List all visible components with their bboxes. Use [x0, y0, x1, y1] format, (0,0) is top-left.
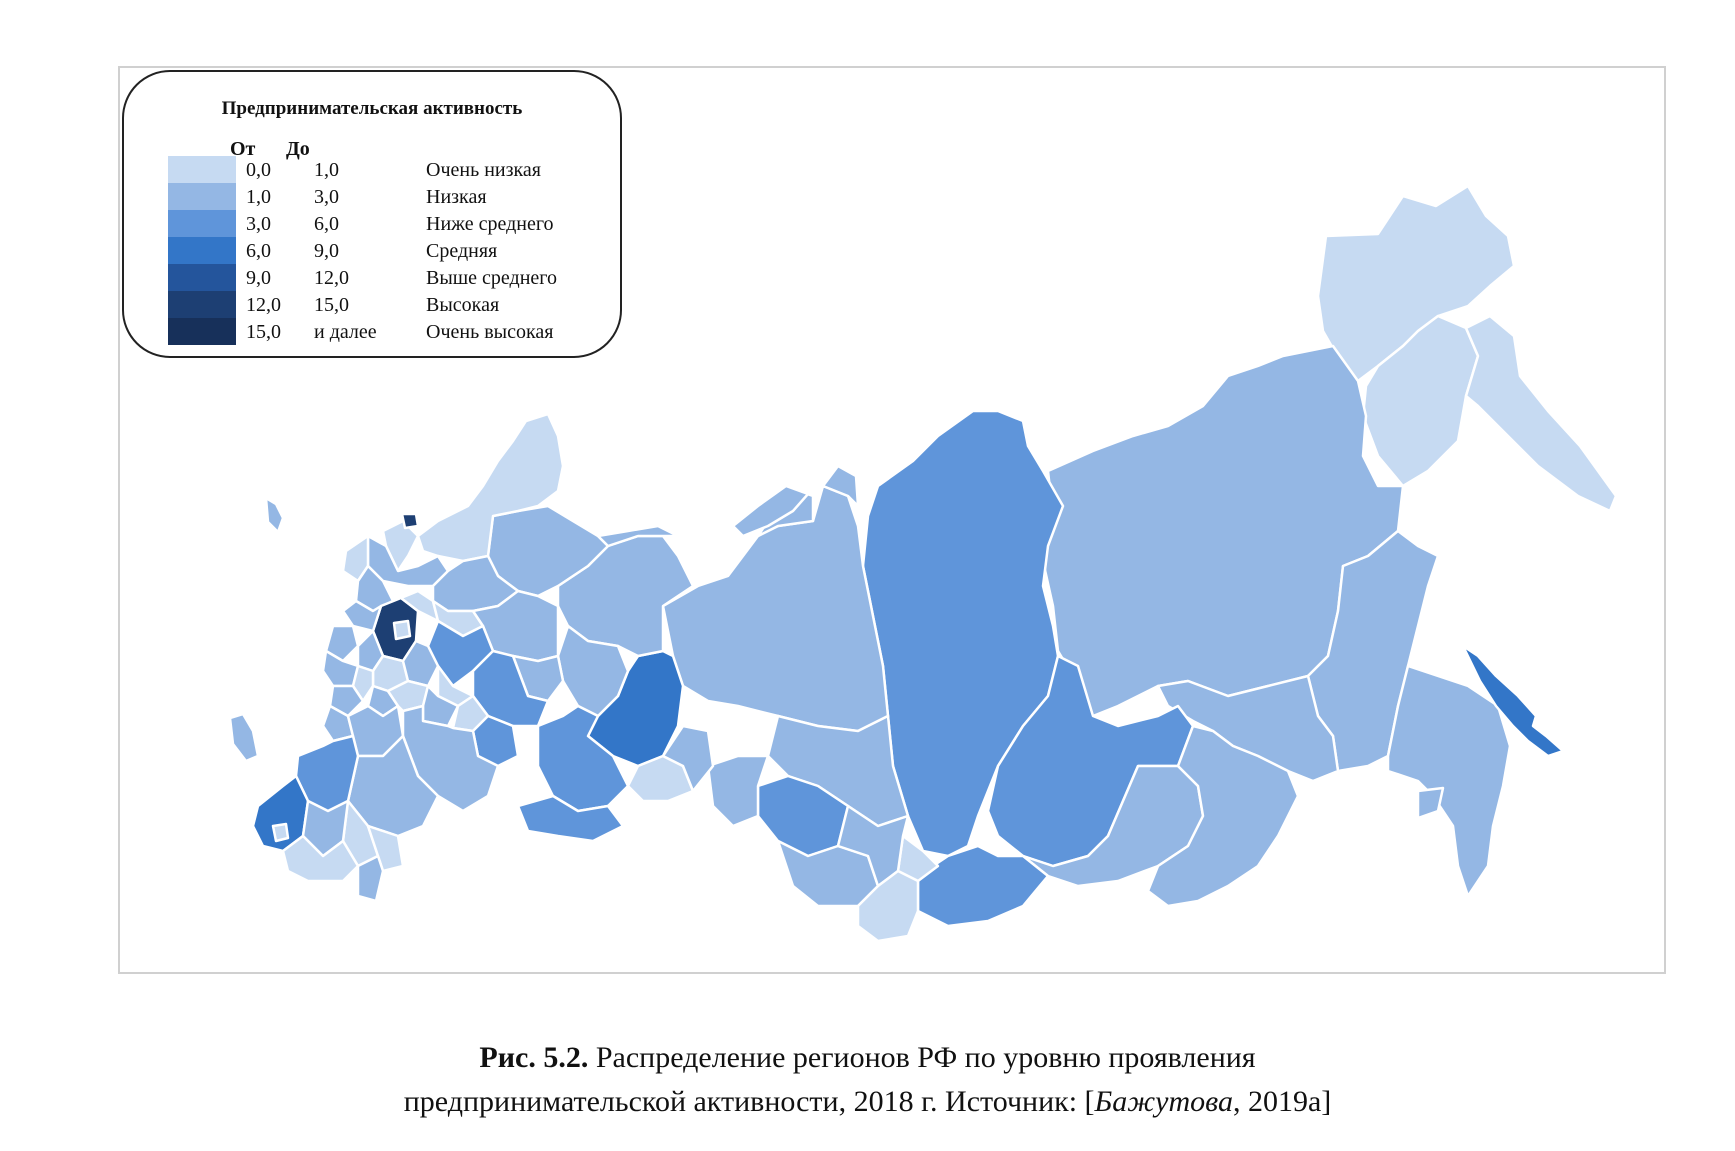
- figure-caption: Рис. 5.2. Распределение регионов РФ по у…: [0, 1036, 1735, 1124]
- legend-row: 3,0 6,0 Ниже среднего: [124, 210, 624, 237]
- region-moscow: [392, 619, 412, 641]
- legend-to: 1,0: [314, 159, 339, 181]
- legend-swatch: [168, 264, 236, 291]
- legend-label: Высокая: [426, 294, 500, 316]
- region-novaya-zemlya: [731, 484, 810, 538]
- region-jewish-ao: [1416, 786, 1445, 820]
- caption-year: , 2019а]: [1232, 1085, 1332, 1118]
- legend-to: 12,0: [314, 267, 349, 289]
- map-legend: Предпринимательская активность От До 0,0…: [122, 70, 622, 358]
- legend-from: 1,0: [246, 186, 271, 208]
- legend-swatch: [168, 210, 236, 237]
- legend-label: Низкая: [426, 186, 487, 208]
- region-bashkortostan: [536, 704, 630, 813]
- legend-label: Очень низкая: [426, 159, 541, 181]
- legend-header-to: До: [286, 138, 310, 160]
- legend-from: 0,0: [246, 159, 271, 181]
- legend-from: 9,0: [246, 267, 271, 289]
- region-kamchatka: [1464, 314, 1618, 513]
- caption-figure-label: Рис. 5.2.: [479, 1041, 589, 1074]
- region-omsk: [706, 754, 770, 828]
- region-astrakhan: [366, 824, 405, 873]
- legend-to: 3,0: [314, 186, 339, 208]
- legend-from: 12,0: [246, 294, 281, 316]
- region-smolensk: [324, 624, 360, 663]
- legend-swatch: [168, 237, 236, 264]
- legend-title: Предпринимательская активность: [221, 98, 523, 119]
- legend-to: 9,0: [314, 240, 339, 262]
- legend-swatch: [168, 291, 236, 318]
- region-crimea: [228, 712, 260, 763]
- legend-label: Средняя: [426, 240, 498, 262]
- legend-label: Ниже среднего: [426, 213, 554, 235]
- region-kursk: [328, 684, 365, 718]
- caption-author: Бажутова: [1094, 1085, 1233, 1118]
- region-tuva: [916, 844, 1050, 928]
- region-primorsky: [1386, 664, 1512, 898]
- caption-text: предпринимательской активности, 2018 г. …: [403, 1085, 1095, 1118]
- russia-choropleth-map: [228, 184, 1618, 943]
- legend-row: 9,0 12,0 Выше среднего: [124, 264, 624, 291]
- region-adygea: [271, 822, 290, 843]
- region-kaliningrad: [264, 496, 285, 534]
- legend-swatch: [168, 318, 236, 345]
- legend-row: 15,0 и далее Очень высокая: [124, 318, 624, 345]
- region-altai: [856, 869, 920, 943]
- legend-label: Выше среднего: [426, 267, 558, 289]
- legend-from: 15,0: [246, 321, 281, 343]
- caption-line-2: предпринимательской активности, 2018 г. …: [0, 1080, 1735, 1124]
- legend-to: 15,0: [314, 294, 349, 316]
- region-nenets: [596, 524, 680, 548]
- legend-header-from: От: [230, 138, 256, 160]
- region-saint-petersburg: [400, 512, 420, 530]
- legend-to: и далее: [314, 321, 377, 343]
- legend-to: 6,0: [314, 213, 339, 235]
- region-dagestan: [356, 854, 385, 903]
- caption-title: Распределение регионов РФ по уровню проя…: [588, 1041, 1256, 1074]
- legend-from: 6,0: [246, 240, 271, 262]
- caption-line-1: Рис. 5.2. Распределение регионов РФ по у…: [0, 1036, 1735, 1080]
- region-kurgan: [661, 724, 715, 793]
- legend-row: 0,0 1,0 Очень низкая: [124, 156, 624, 183]
- legend-row: 6,0 9,0 Средняя: [124, 237, 624, 264]
- region-gydan: [821, 464, 860, 508]
- legend-swatch: [168, 183, 236, 210]
- region-sakhalin: [1461, 644, 1565, 758]
- region-amur: [1156, 674, 1340, 783]
- region-zabaykalsky: [1146, 724, 1300, 908]
- region-orenburg: [516, 794, 625, 843]
- legend-row: 1,0 3,0 Низкая: [124, 183, 624, 210]
- legend-row: 12,0 15,0 Высокая: [124, 291, 624, 318]
- legend-label: Очень высокая: [426, 321, 554, 343]
- legend-from: 3,0: [246, 213, 271, 235]
- legend-swatch: [168, 156, 236, 183]
